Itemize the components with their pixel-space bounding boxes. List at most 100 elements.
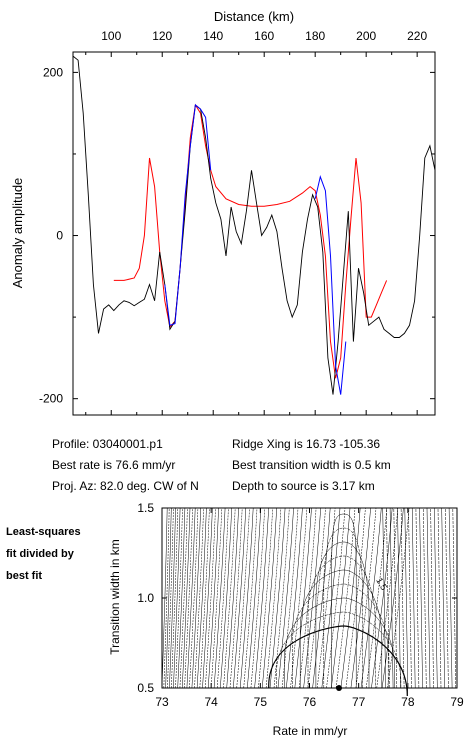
series-line-2: [314, 175, 347, 395]
side-note-line-3: best fit: [6, 570, 43, 582]
contour-line: [340, 507, 361, 689]
contour-line: [213, 507, 226, 689]
x-tick-label: 140: [203, 29, 223, 43]
contour-line: [323, 527, 363, 688]
contour-line: [430, 507, 434, 689]
y-tick-label: 0.5: [137, 681, 154, 695]
x-tick-label: 79: [450, 695, 464, 709]
x-axis-title: Distance (km): [214, 9, 294, 24]
contour-y-axis-title: Transition width in km: [108, 539, 122, 655]
contour-line: [171, 507, 179, 689]
contour-line: [186, 507, 196, 689]
contour-line: [365, 507, 388, 689]
contour-line: [448, 507, 453, 689]
y-tick-label: -200: [39, 392, 63, 406]
contour-line: [345, 507, 366, 689]
x-tick-label: 78: [401, 695, 415, 709]
contour-line: [161, 507, 168, 689]
contour-line: [199, 507, 210, 689]
contour-frame: [161, 507, 458, 689]
contour-line: [441, 507, 445, 689]
contour-line: [191, 507, 201, 689]
profile-text: Profile: 03040001.p1: [52, 437, 163, 451]
contour-line: [173, 507, 181, 689]
contour-line: [419, 507, 423, 689]
contour-line: [415, 507, 420, 689]
x-tick-label: 160: [254, 29, 274, 43]
contour-line: [386, 507, 390, 689]
contour-line: [371, 507, 393, 689]
contour-line: [294, 507, 312, 689]
contour-line: [326, 507, 346, 689]
contour-line: [355, 507, 377, 689]
contour-line: [408, 507, 412, 689]
contour-line: [189, 507, 199, 689]
contour-line: [284, 597, 395, 688]
x-tick-label: 73: [155, 695, 169, 709]
contour-line: [167, 507, 174, 689]
contour-line: [321, 507, 341, 689]
contour-line: [445, 507, 449, 689]
contour-line: [250, 507, 265, 689]
x-tick-label: 75: [254, 695, 268, 709]
contour-line: [350, 507, 371, 689]
contour-line: [331, 507, 351, 689]
contour-line: [437, 507, 442, 689]
contour-line: [194, 507, 204, 689]
contour-label: 1.5: [374, 576, 389, 592]
depth-text: Depth to source is 3.17 km: [232, 479, 375, 493]
contour-line: [216, 507, 229, 689]
contour-line: [276, 611, 402, 688]
contour-line: [184, 507, 193, 689]
plot-frame: [72, 51, 436, 416]
best-width-text: Best transition width is 0.5 km: [232, 458, 391, 472]
x-tick-label: 76: [303, 695, 317, 709]
contour-line: [381, 507, 404, 689]
contour-line: [360, 507, 382, 689]
contour-line: [331, 513, 357, 688]
contour-line: [376, 507, 399, 689]
contour-line: [223, 507, 236, 689]
contour-line: [286, 507, 303, 689]
contour-line: [315, 541, 370, 688]
contour-line: [404, 507, 409, 689]
contour-line: [299, 569, 383, 688]
contour-line: [229, 507, 243, 689]
contour-line: [269, 507, 286, 689]
contour-line: [397, 507, 401, 689]
x-tick-label: 77: [352, 695, 366, 709]
x-tick-label: 120: [152, 29, 172, 43]
contour-line: [226, 507, 239, 689]
contour-line: [277, 507, 294, 689]
contour-x-axis-title: Rate in mm/yr: [273, 724, 348, 738]
contour-line: [400, 507, 405, 689]
contour-line: [239, 507, 254, 689]
contour-line: [254, 507, 269, 689]
best-rate-text: Best rate is 76.6 mm/yr: [52, 458, 176, 472]
contour-line: [233, 507, 247, 689]
side-note: Least-squares fit divided by best fit: [6, 521, 106, 587]
series-line-0: [72, 55, 436, 395]
contour-line: [290, 507, 308, 689]
side-note-line-1: Least-squares: [6, 526, 81, 538]
contour-line: [202, 507, 213, 689]
y-tick-label: 0: [56, 229, 63, 243]
contour-line: [393, 507, 398, 689]
contour-line: [268, 625, 408, 697]
x-tick-label: 100: [101, 29, 121, 43]
series-line-3: [113, 103, 388, 379]
contour-line: [316, 507, 336, 689]
contour-line: [452, 507, 457, 689]
x-tick-label: 74: [204, 695, 218, 709]
contour-line: [169, 507, 176, 689]
contour-line: [177, 507, 186, 689]
contour-line: [220, 507, 232, 689]
side-note-line-2: fit divided by: [6, 548, 74, 560]
contour-line: [247, 507, 262, 689]
contour-line: [273, 507, 290, 689]
series-line-1: [164, 104, 212, 326]
contour-line: [423, 507, 427, 689]
proj-az-text: Proj. Az: 82.0 deg. CW of N: [52, 479, 199, 493]
y-tick-label: 200: [43, 65, 63, 79]
contour-line: [236, 507, 250, 689]
